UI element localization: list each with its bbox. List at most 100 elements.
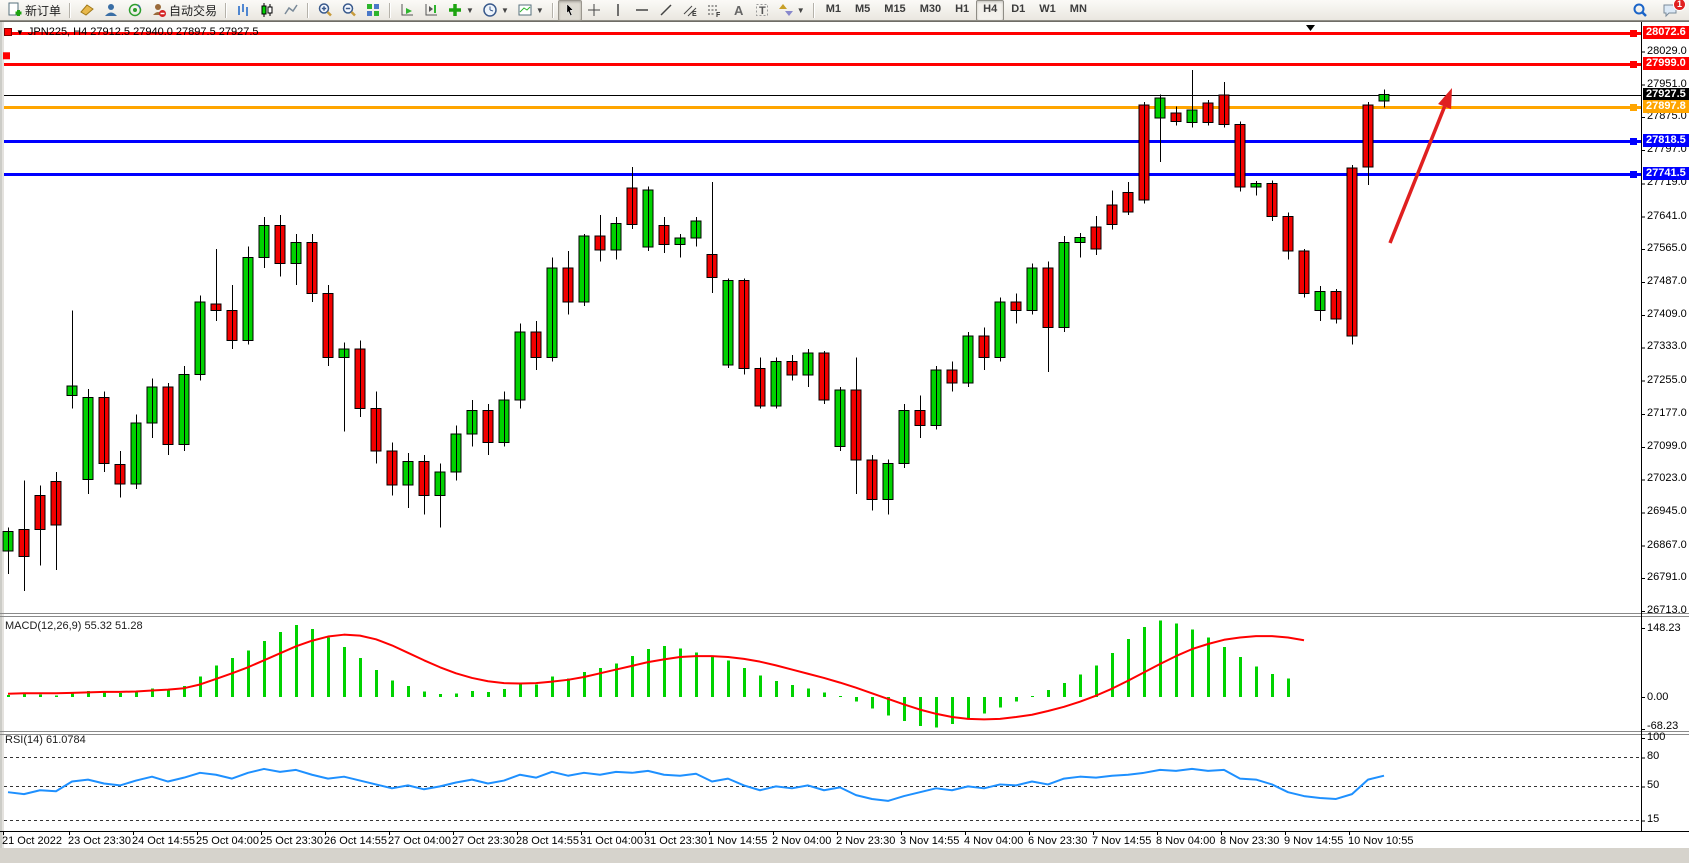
tile-windows-button[interactable] [361, 0, 385, 21]
new-order-button-label: 新订单 [25, 3, 62, 18]
time-label: 10 Nov 10:55 [1348, 835, 1414, 847]
clock-icon [483, 3, 497, 17]
price-label: 26791.0 [1647, 570, 1687, 583]
price-label: 27565.0 [1647, 241, 1687, 254]
text-label-button[interactable]: T [750, 0, 774, 21]
timeframe-d1-button[interactable]: D1 [1011, 2, 1026, 15]
rsi-axis-label: 15 [1647, 813, 1660, 826]
candlesticks [2, 69, 1390, 592]
line-chart-button[interactable] [279, 0, 303, 21]
line-price-badge: 28072.6 [1643, 25, 1689, 39]
crosshair-button[interactable] [582, 0, 606, 21]
trend-icon [660, 4, 672, 16]
price-label: 27177.0 [1647, 406, 1687, 419]
chart-title: JPN225, H4 27912.5 27940.0 27897.5 27927… [27, 26, 259, 38]
line-price-badge: 27999.0 [1643, 57, 1689, 71]
auto-scroll-button[interactable] [395, 0, 419, 21]
bar-chart-button[interactable] [231, 0, 255, 21]
fibonacci-button[interactable]: F [702, 0, 726, 21]
trendline-button[interactable] [654, 0, 678, 21]
trend-arrow [1388, 105, 1447, 244]
template-icon [518, 4, 532, 16]
auto-trading-button-label: 自动交易 [169, 3, 218, 18]
new-order-button[interactable]: 新订单 [3, 0, 65, 21]
zoom-in-button[interactable] [313, 0, 337, 21]
profile-button[interactable] [99, 0, 123, 21]
time-label: 2 Nov 23:30 [836, 835, 896, 847]
time-label: 23 Oct 23:30 [68, 835, 131, 847]
text-button[interactable]: A [726, 0, 750, 21]
price-label: 27333.0 [1647, 340, 1687, 353]
timeframe-m1-button[interactable]: M1 [825, 2, 841, 15]
svg-text:T: T [759, 5, 766, 17]
macd-axis-label: 0.00 [1647, 691, 1669, 704]
channel-icon: E [683, 5, 697, 18]
timeframe-w1-button[interactable]: W1 [1039, 2, 1056, 15]
price-label: 26945.0 [1647, 505, 1687, 518]
hline-icon [635, 9, 648, 11]
timeframe-h1-button[interactable]: H1 [955, 2, 970, 15]
time-label: 27 Oct 04:00 [388, 835, 451, 847]
arrows-icon [778, 4, 793, 16]
toolbar-separator [389, 2, 392, 18]
rsi-axis-label: 100 [1647, 730, 1666, 743]
rsi-label: RSI(14) 61.0784 [5, 734, 86, 746]
linechart-icon [284, 4, 298, 15]
macd-signal-line [7, 633, 1305, 721]
zoom-out-button[interactable] [337, 0, 361, 21]
symbol-dropdown-icon[interactable]: ▼ [16, 27, 24, 37]
time-label: 26 Oct 14:55 [324, 835, 387, 847]
search-button[interactable] [1628, 0, 1652, 21]
tag-icon [80, 4, 94, 16]
time-label: 6 Nov 23:30 [1028, 835, 1088, 847]
dropdown-arrow-icon: ▼ [500, 5, 509, 15]
signals-button[interactable] [123, 0, 147, 21]
time-label: 7 Nov 14:55 [1092, 835, 1152, 847]
timeframe-m30-button[interactable]: M30 [919, 2, 942, 15]
timeframe-m15-button[interactable]: M15 [884, 2, 906, 15]
one-click-trading-button[interactable] [75, 0, 99, 21]
chart-shift-button[interactable] [419, 0, 443, 21]
textA-icon: A [734, 3, 744, 18]
equidistant-channel-button[interactable]: E [678, 0, 702, 21]
candlestick-chart-button[interactable] [255, 0, 279, 21]
auto-trading-button[interactable]: 自动交易 [147, 0, 221, 21]
signal-icon [128, 3, 142, 17]
price-label: 26867.0 [1647, 538, 1687, 551]
time-label: 9 Nov 14:55 [1284, 835, 1344, 847]
price-label: 27951.0 [1647, 77, 1687, 90]
indicators-button[interactable]: ▼ [443, 0, 478, 21]
price-label: 27099.0 [1647, 440, 1687, 452]
dropdown-arrow-icon: ▼ [535, 5, 544, 15]
timeframe-mn-button[interactable]: MN [1069, 2, 1087, 15]
timeframe-m5-button[interactable]: M5 [855, 2, 871, 15]
zoom-out-icon [342, 3, 356, 17]
dropdown-arrow-icon: ▼ [796, 5, 805, 15]
svg-text:A: A [734, 3, 744, 18]
bars-icon [238, 4, 248, 16]
chart-shift-icon [425, 4, 438, 16]
fib-icon: F [707, 5, 721, 18]
timeframe-h4-button[interactable]: H4 [976, 0, 1005, 21]
vertical-line-button[interactable] [606, 0, 630, 21]
right-shift-marker [1306, 25, 1315, 31]
templates-button[interactable]: ▼ [513, 0, 548, 21]
toolbar-separator [551, 2, 554, 18]
time-label: 2 Nov 04:00 [772, 835, 832, 847]
notifications-button[interactable]: 1 [1658, 0, 1686, 21]
price-label: 27409.0 [1647, 308, 1687, 321]
toolbar-separator [812, 2, 815, 18]
svg-text:E: E [692, 11, 697, 18]
arrows-button[interactable]: ▼ [774, 0, 809, 21]
rsi-pane [4, 757, 1641, 821]
cursor-button[interactable] [557, 0, 582, 21]
macd-pane [7, 620, 1305, 728]
periods-button[interactable]: ▼ [478, 0, 513, 21]
trendline-handle[interactable] [4, 28, 12, 36]
toolbar-separator [225, 2, 228, 18]
time-label: 3 Nov 14:55 [900, 835, 960, 847]
macd-axis-label: -68.23 [1647, 719, 1679, 732]
horizontal-line-button[interactable] [630, 0, 654, 21]
toolbar-separator [69, 2, 72, 18]
